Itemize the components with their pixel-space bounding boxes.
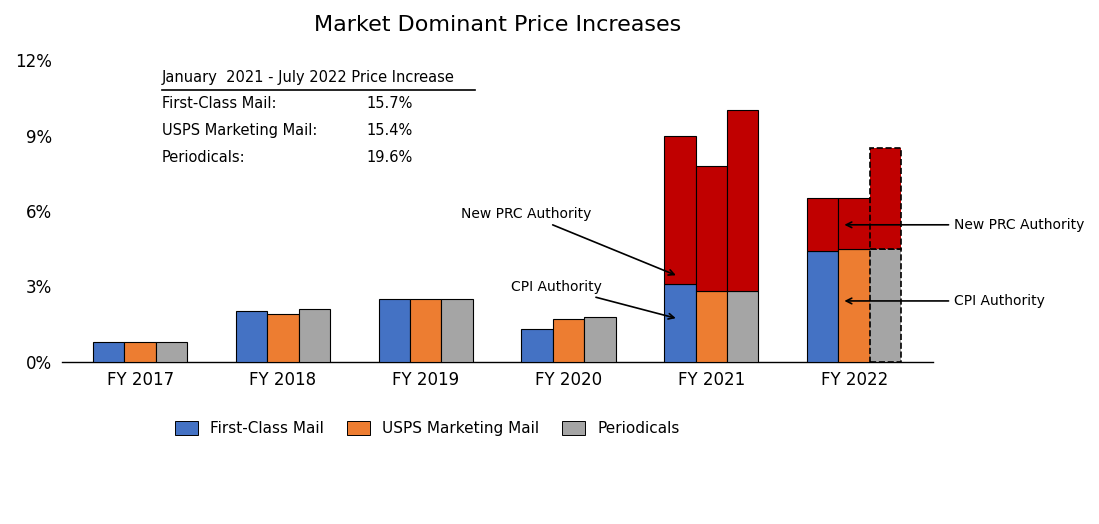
Text: First-Class Mail:: First-Class Mail: — [162, 96, 276, 111]
Bar — [869, 249, 901, 362]
Bar — [807, 199, 839, 251]
Text: 19.6%: 19.6% — [366, 150, 413, 165]
Bar — [807, 251, 839, 362]
Text: Periodicals:: Periodicals: — [162, 150, 245, 165]
Bar — [839, 249, 869, 362]
Bar — [236, 311, 267, 362]
Bar — [267, 314, 299, 362]
Bar — [839, 199, 869, 249]
Bar — [664, 136, 696, 284]
Bar — [124, 342, 156, 362]
Text: 15.4%: 15.4% — [366, 123, 413, 138]
Text: USPS Marketing Mail:: USPS Marketing Mail: — [162, 123, 318, 138]
Bar — [585, 316, 615, 362]
Text: New PRC Authority: New PRC Authority — [846, 218, 1085, 232]
Bar — [696, 291, 728, 362]
Bar — [156, 342, 187, 362]
Text: CPI Authority: CPI Authority — [846, 294, 1045, 308]
Text: CPI Authority: CPI Authority — [511, 280, 674, 319]
Bar — [379, 299, 410, 362]
Text: New PRC Authority: New PRC Authority — [460, 207, 674, 275]
Bar — [869, 148, 901, 249]
Legend: First-Class Mail, USPS Marketing Mail, Periodicals: First-Class Mail, USPS Marketing Mail, P… — [169, 415, 686, 442]
Bar — [728, 111, 758, 291]
Text: January  2021 - July 2022 Price Increase: January 2021 - July 2022 Price Increase — [162, 70, 455, 85]
Title: Market Dominant Price Increases: Market Dominant Price Increases — [313, 15, 680, 35]
Bar — [521, 329, 553, 362]
Bar — [553, 319, 585, 362]
Bar — [728, 291, 758, 362]
Bar — [410, 299, 442, 362]
Bar — [442, 299, 473, 362]
Bar — [664, 284, 696, 362]
Text: 15.7%: 15.7% — [366, 96, 413, 111]
Bar — [299, 309, 330, 362]
Bar — [696, 166, 728, 291]
Bar — [93, 342, 124, 362]
